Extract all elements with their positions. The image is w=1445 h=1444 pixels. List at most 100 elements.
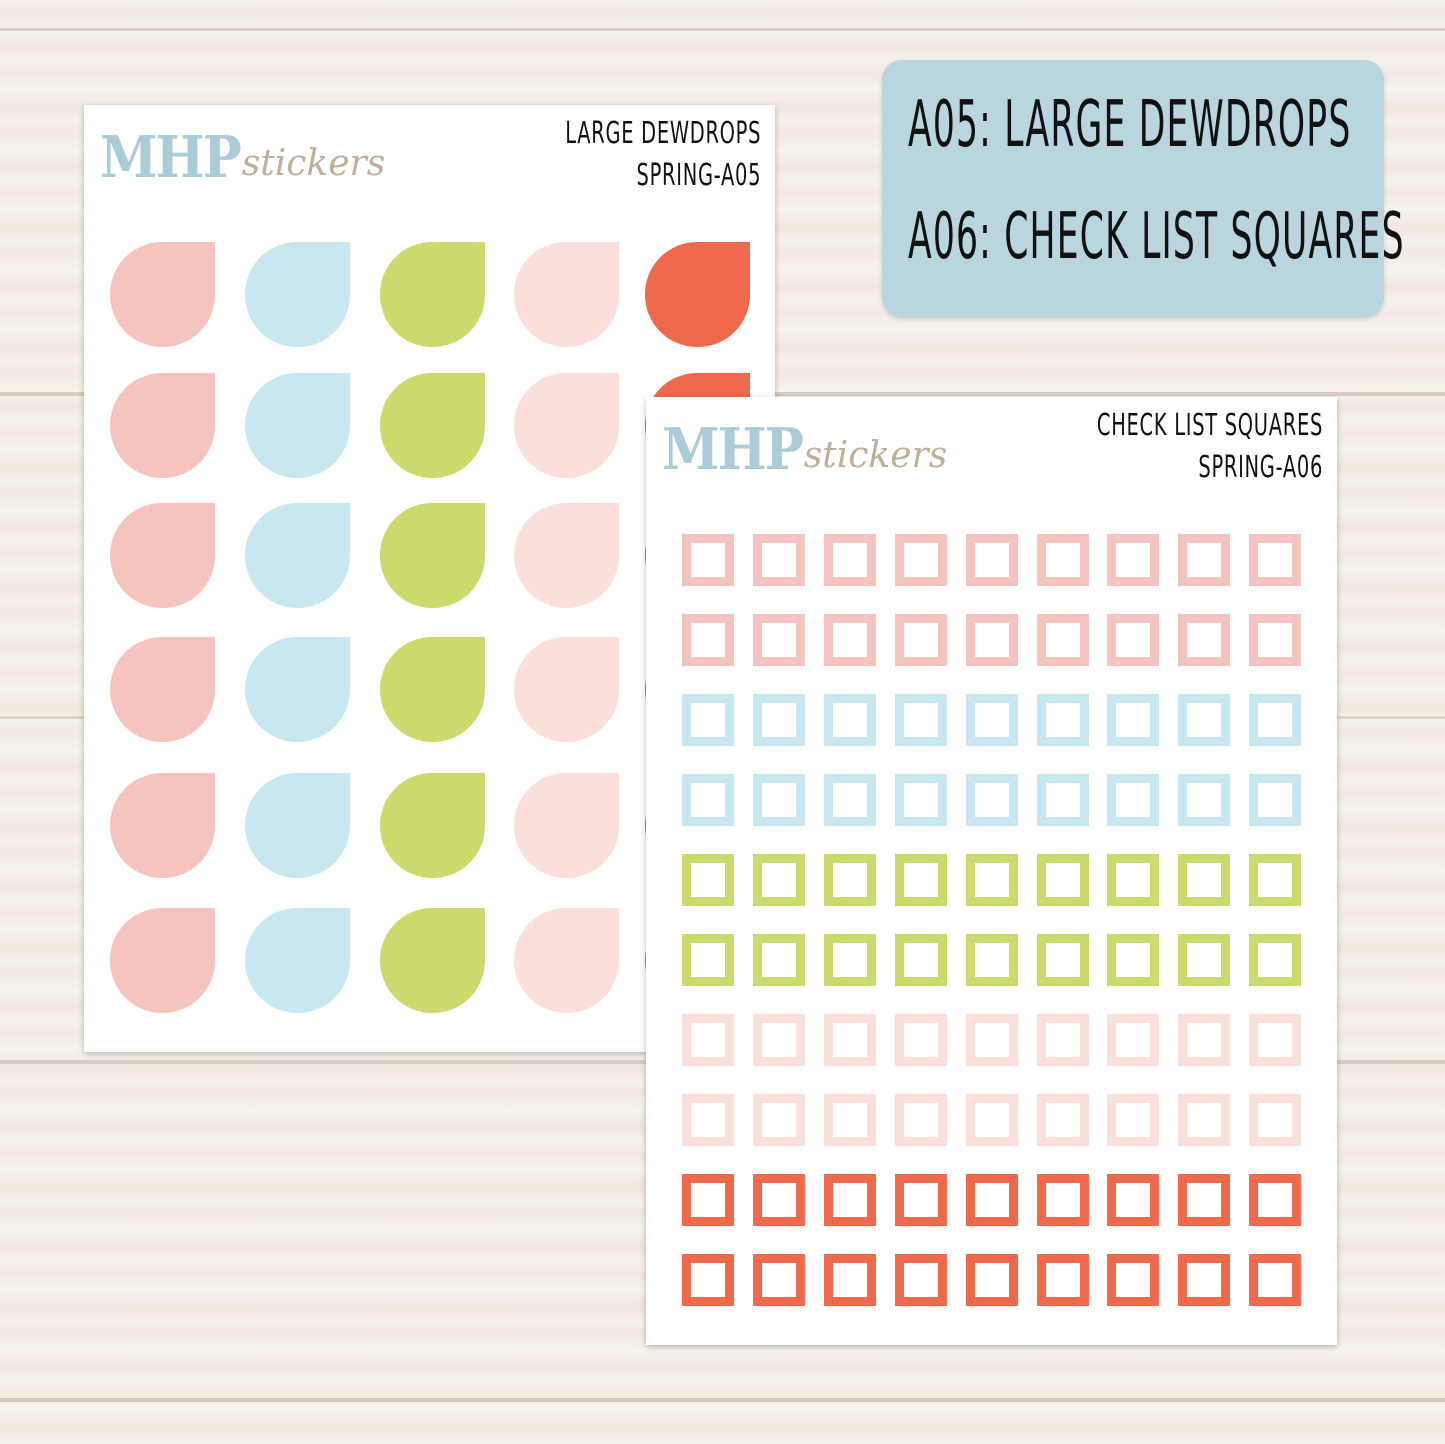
checkbox-square-sticker	[682, 614, 734, 666]
checkbox-square-sticker	[752, 1094, 805, 1146]
checkbox-square-sticker	[965, 1254, 1018, 1306]
checkbox-square-sticker	[1107, 1094, 1160, 1146]
checkbox-square-sticker	[823, 1014, 876, 1066]
dewdrop-sticker	[380, 503, 485, 608]
checkbox-square-sticker	[1249, 1014, 1302, 1066]
checkbox-square-sticker	[1249, 934, 1302, 986]
sheet-title: CHECK LIST SQUARES	[1096, 408, 1323, 443]
checkbox-square-sticker	[682, 694, 734, 746]
brand-logo: MHP stickers	[662, 416, 947, 483]
checkbox-square-sticker	[1036, 774, 1089, 826]
dewdrop-sticker	[380, 637, 485, 742]
checkbox-square-sticker	[1036, 934, 1089, 986]
checkbox-square-sticker	[682, 774, 734, 826]
checkbox-square-sticker	[1036, 854, 1089, 906]
dewdrop-sticker	[645, 242, 750, 347]
checkbox-square-sticker	[1249, 1174, 1302, 1226]
checkbox-square-sticker	[1107, 614, 1160, 666]
dewdrop-sticker	[110, 637, 215, 742]
checkbox-square-sticker	[965, 1094, 1018, 1146]
sheet-code: SPRING-A05	[636, 158, 761, 193]
checkbox-square-sticker	[894, 1174, 947, 1226]
checkbox-square-sticker	[752, 1254, 805, 1306]
checkbox-square-sticker	[682, 534, 734, 586]
checkbox-square-sticker	[682, 1254, 734, 1306]
checkbox-square-sticker	[1178, 934, 1231, 986]
checkbox-square-sticker	[965, 534, 1018, 586]
checkbox-square-sticker	[1249, 534, 1302, 586]
checkbox-square-sticker	[1107, 774, 1160, 826]
checkbox-square-sticker	[752, 534, 805, 586]
checkbox-square-sticker	[1178, 1254, 1231, 1306]
checkbox-square-sticker	[965, 1174, 1018, 1226]
checkbox-square-sticker	[1249, 614, 1302, 666]
checkbox-square-sticker	[894, 934, 947, 986]
logo-mhp: MHP	[100, 123, 242, 192]
dewdrop-sticker	[380, 373, 485, 478]
sheet-title-block: CHECK LIST SQUARES SPRING-A06	[1097, 405, 1323, 489]
label-line-a06: A06: CHECK LIST SQUARES	[908, 200, 1405, 274]
checkbox-square-sticker	[1107, 1014, 1160, 1066]
checkbox-square-sticker	[965, 694, 1018, 746]
dewdrop-sticker	[380, 908, 485, 1013]
checkbox-square-sticker	[823, 774, 876, 826]
checkbox-square-sticker	[1036, 1094, 1089, 1146]
checkbox-square-sticker	[894, 1014, 947, 1066]
dewdrop-sticker	[245, 242, 350, 347]
checkbox-square-sticker	[1249, 694, 1302, 746]
dewdrop-sticker	[110, 773, 215, 878]
checkbox-square-sticker	[682, 854, 734, 906]
checkbox-square-sticker	[682, 934, 734, 986]
sticker-sheet-check-list-squares: MHP stickers CHECK LIST SQUARES SPRING-A…	[646, 397, 1337, 1345]
checkbox-square-sticker	[1178, 774, 1231, 826]
checkbox-square-sticker	[823, 534, 876, 586]
dewdrop-sticker	[110, 503, 215, 608]
sheet-title: LARGE DEWDROPS	[565, 116, 761, 151]
checkbox-square-sticker	[752, 774, 805, 826]
dewdrop-sticker	[514, 242, 619, 347]
checkbox-square-sticker	[752, 1174, 805, 1226]
checkbox-square-sticker	[965, 614, 1018, 666]
dewdrop-sticker	[245, 373, 350, 478]
brand-logo: MHP stickers	[100, 123, 386, 192]
checkbox-square-sticker	[894, 534, 947, 586]
checkbox-square-sticker	[823, 694, 876, 746]
dewdrop-sticker	[514, 908, 619, 1013]
checkbox-square-sticker	[1036, 1014, 1089, 1066]
checkbox-square-sticker	[965, 934, 1018, 986]
checkbox-square-sticker	[894, 774, 947, 826]
checkbox-square-sticker	[965, 774, 1018, 826]
checkbox-square-sticker	[1036, 614, 1089, 666]
checkbox-square-sticker	[1036, 534, 1089, 586]
dewdrop-sticker	[380, 773, 485, 878]
sheet-title-block: LARGE DEWDROPS SPRING-A05	[565, 113, 761, 197]
checkbox-square-sticker	[752, 934, 805, 986]
checkbox-square-sticker	[1107, 854, 1160, 906]
label-line-a05: A05: LARGE DEWDROPS	[908, 88, 1352, 162]
dewdrop-sticker	[514, 503, 619, 608]
checkbox-square-sticker	[823, 614, 876, 666]
checkbox-square-sticker	[752, 854, 805, 906]
checkbox-square-sticker	[1249, 854, 1302, 906]
dewdrop-sticker	[514, 773, 619, 878]
logo-stickers: stickers	[241, 143, 386, 184]
checkbox-square-sticker	[752, 694, 805, 746]
checkbox-square-sticker	[1107, 694, 1160, 746]
checkbox-square-sticker	[1107, 934, 1160, 986]
checkbox-square-sticker	[1249, 1254, 1302, 1306]
checkbox-square-sticker	[894, 614, 947, 666]
checkbox-square-sticker	[1178, 614, 1231, 666]
checkbox-square-sticker	[894, 854, 947, 906]
dewdrop-sticker	[110, 373, 215, 478]
sheet-code: SPRING-A06	[1198, 450, 1323, 485]
checkbox-square-sticker	[682, 1174, 734, 1226]
checkbox-square-sticker	[1249, 1094, 1302, 1146]
checkbox-square-sticker	[682, 1014, 734, 1066]
checkbox-square-sticker	[965, 854, 1018, 906]
dewdrop-sticker	[514, 637, 619, 742]
checkbox-square-sticker	[752, 1014, 805, 1066]
checkbox-square-sticker	[1178, 854, 1231, 906]
checkbox-square-sticker	[1178, 694, 1231, 746]
checkbox-square-sticker	[894, 1094, 947, 1146]
checkbox-square-sticker	[823, 1254, 876, 1306]
